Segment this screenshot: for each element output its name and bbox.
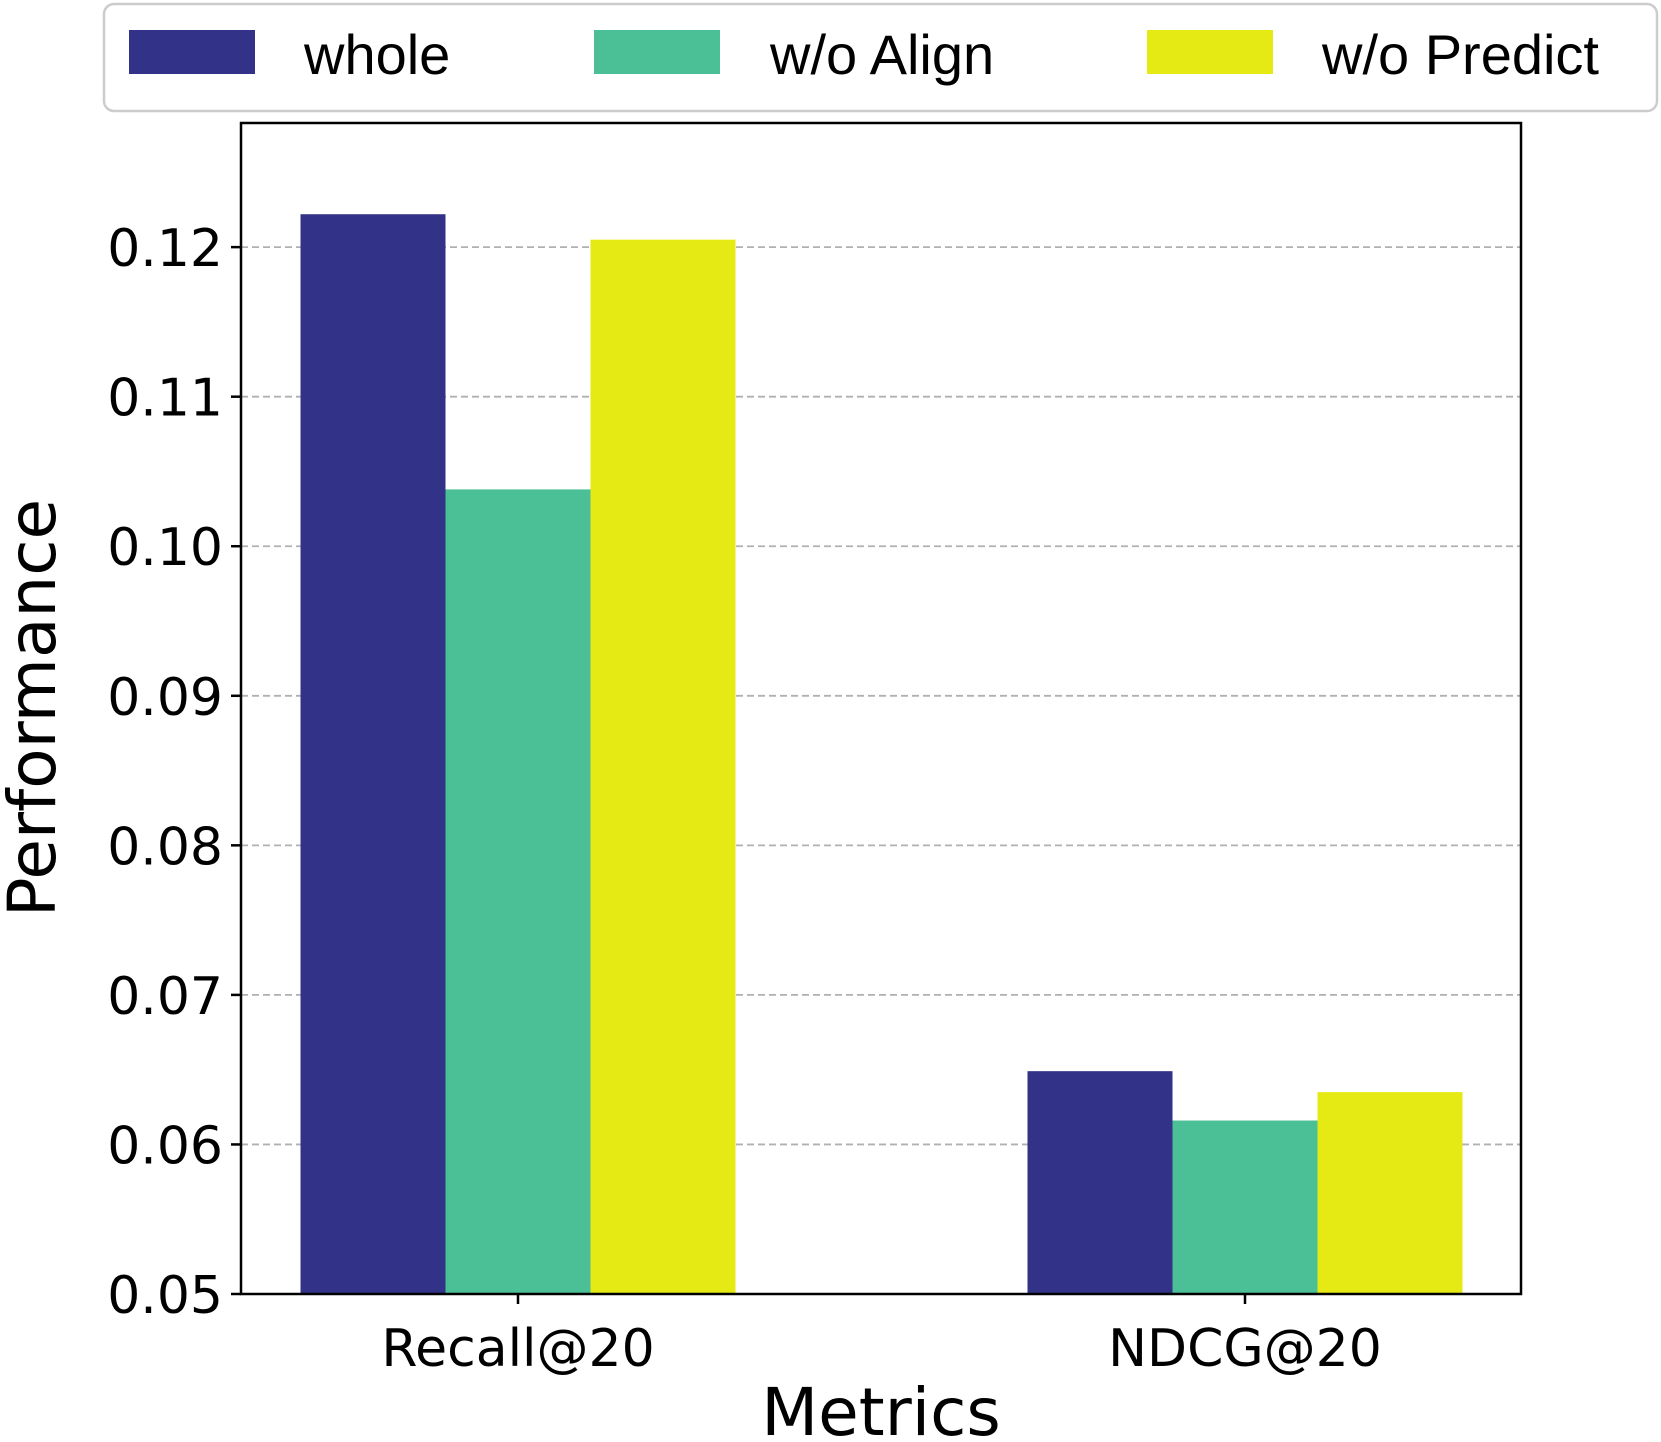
legend-label: w/o Align — [769, 23, 994, 86]
legend-swatch — [594, 30, 720, 74]
x-axis-title: Metrics — [761, 1374, 1001, 1442]
legend-swatch — [129, 30, 255, 74]
x-axis-ticks: Recall@20 NDCG@20 — [381, 1294, 1382, 1379]
y-tick-label: 0.05 — [107, 1266, 223, 1326]
bar-whole-recall-20 — [300, 214, 446, 1295]
bar-w-o-predict-recall-20 — [590, 239, 736, 1294]
y-tick-label: 0.11 — [107, 369, 223, 429]
x-tick-label: NDCG@20 — [1108, 1319, 1382, 1379]
legend-label: whole — [303, 23, 450, 86]
bar-whole-ndcg-20 — [1027, 1071, 1173, 1294]
y-axis-title: Performance — [0, 499, 71, 917]
legend: whole w/o Align w/o Predict — [102, 2, 1659, 113]
bar-w-o-predict-ndcg-20 — [1317, 1092, 1463, 1294]
y-tick-label: 0.07 — [107, 967, 223, 1027]
x-tick-label: Recall@20 — [381, 1319, 654, 1379]
legend-swatch — [1147, 30, 1273, 74]
y-tick-label: 0.12 — [107, 219, 223, 279]
bar-w-o-align-recall-20 — [445, 489, 591, 1294]
bars — [300, 214, 1463, 1295]
y-axis-ticks: 0.05 0.06 0.07 0.08 0.09 0.10 0.11 0.12 — [107, 219, 241, 1326]
y-tick-label: 0.10 — [107, 518, 223, 578]
bar-w-o-align-ndcg-20 — [1172, 1120, 1318, 1294]
y-tick-label: 0.06 — [107, 1116, 223, 1176]
plot-area-frame — [239, 121, 1523, 1296]
y-tick-label: 0.08 — [107, 817, 223, 877]
y-tick-label: 0.09 — [107, 668, 223, 728]
legend-label: w/o Predict — [1321, 23, 1599, 86]
